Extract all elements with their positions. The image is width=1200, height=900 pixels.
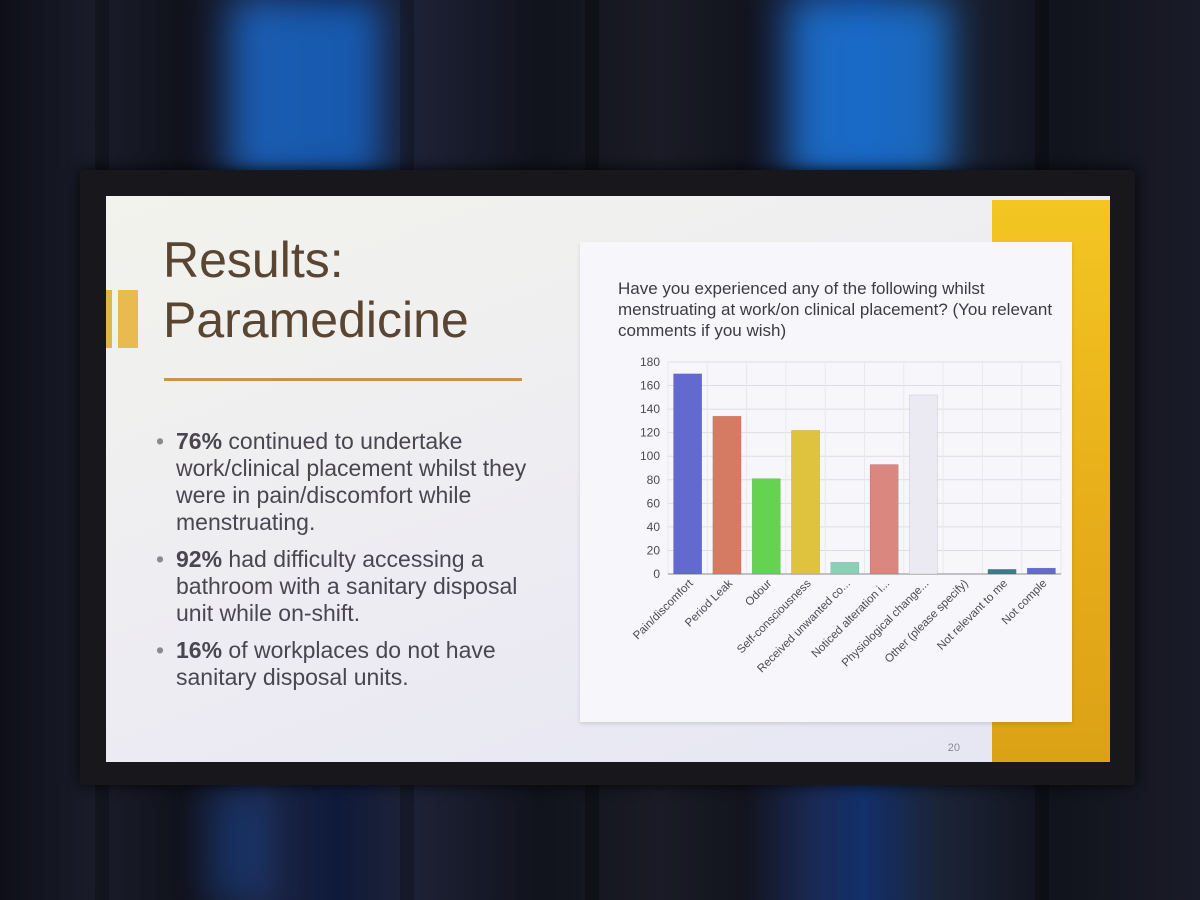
bar [909, 394, 938, 575]
bar [751, 478, 781, 575]
bullet-stat: 76% [176, 428, 223, 454]
bullet-text: of workplaces do not have sanitary dispo… [176, 637, 496, 690]
y-tick-label: 180 [640, 355, 660, 369]
bullet-item: 92% had difficulty accessing a bathroom … [154, 546, 534, 627]
stage-light [790, 0, 950, 180]
bar-chart: 020406080100120140160180Pain/discomfortP… [631, 355, 1062, 675]
chart-card [580, 242, 1072, 722]
slide-title-line2: Paramedicine [163, 292, 469, 348]
slide-gold-marker [106, 290, 112, 348]
y-tick-label: 60 [647, 496, 661, 510]
chart-title: Have you experienced any of the followin… [618, 279, 1053, 340]
y-tick-label: 20 [647, 543, 661, 557]
bar [673, 373, 703, 575]
slide-title-line1: Results: [163, 232, 344, 288]
title-underline [164, 378, 522, 381]
bullet-item: 16% of workplaces do not have sanitary d… [154, 637, 534, 691]
x-tick-label: Pain/discomfort [631, 577, 696, 642]
y-tick-label: 0 [653, 567, 660, 581]
bullet-list: 76% continued to undertake work/clinical… [154, 428, 534, 701]
stage-light [230, 0, 380, 180]
x-tick-label: Odour [743, 578, 774, 609]
y-tick-label: 160 [640, 379, 660, 393]
bullet-stat: 92% [176, 546, 223, 572]
bar [869, 464, 899, 575]
bullet-item: 76% continued to undertake work/clinical… [154, 428, 534, 536]
bullet-text: continued to undertake work/clinical pla… [176, 428, 527, 535]
y-tick-label: 40 [647, 520, 661, 534]
x-tick-label: Noticed alteration i... [810, 578, 893, 661]
slide-gold-marker [118, 290, 138, 348]
bar [712, 415, 742, 575]
bar [987, 569, 1017, 575]
y-tick-label: 140 [640, 402, 660, 416]
y-tick-label: 80 [647, 473, 661, 487]
bullet-stat: 16% [176, 637, 223, 663]
slide-number: 20 [947, 742, 960, 754]
y-tick-label: 100 [640, 449, 660, 463]
bar [791, 430, 820, 575]
slide-title: Results: Paramedicine [163, 230, 563, 350]
y-tick-label: 120 [640, 426, 660, 440]
presentation-slide: Results: Paramedicine 76% continued to u… [106, 196, 1110, 762]
bar [1026, 567, 1056, 575]
bar [830, 561, 860, 575]
stage-light [210, 790, 270, 900]
x-tick-label: Self-consciousness [735, 577, 814, 656]
x-tick-label: Not relevant to me [935, 578, 1010, 653]
bullet-text: had difficulty accessing a bathroom with… [176, 546, 518, 626]
